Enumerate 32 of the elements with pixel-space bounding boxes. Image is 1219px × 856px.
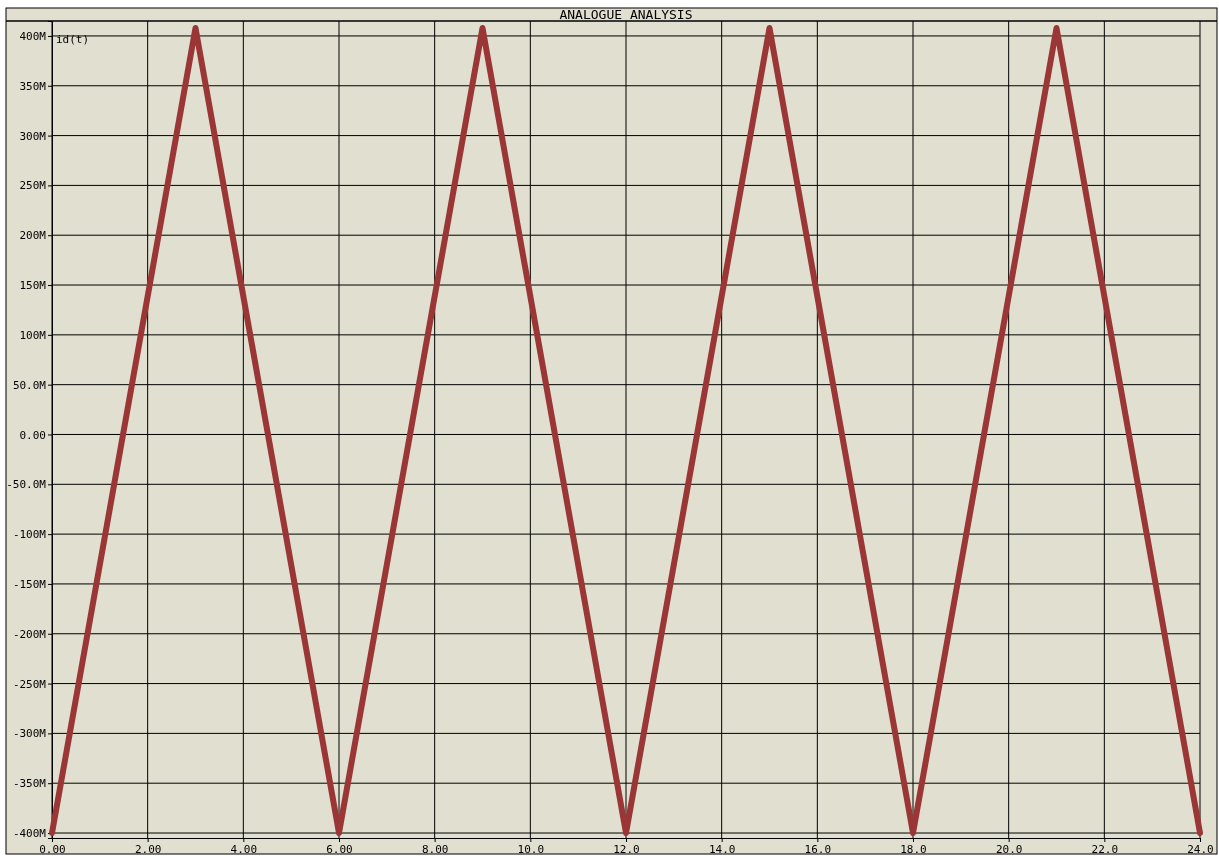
x-tick-label: 4.00 [230, 842, 258, 856]
y-tick-label: 300M [19, 129, 47, 143]
x-tick-label: 6.00 [326, 842, 353, 856]
y-tick-label: 250M [19, 179, 47, 193]
y-tick-label: -250M [12, 677, 47, 691]
x-tick-label: 2.00 [134, 842, 162, 856]
text: id(t) [56, 33, 90, 46]
y-tick-label: 100M [19, 328, 47, 342]
x-tick-label: 12.0 [613, 842, 640, 856]
chart-title: ANALOGUE ANALYSIS [559, 7, 693, 22]
y-tick-label: 200M [19, 229, 47, 243]
x-tick-label: 8.00 [421, 842, 449, 856]
x-tick-label: 20.0 [995, 842, 1023, 856]
y-tick-label: 150M [19, 279, 47, 293]
x-tick-label: 24.0 [1187, 842, 1214, 856]
y-tick-label: -50.0M [6, 478, 47, 492]
y-tick-label: 350M [19, 79, 47, 93]
y-tick-label: -400M [12, 827, 47, 841]
x-tick-label: 14.0 [708, 842, 736, 856]
x-tick-label: 10.0 [517, 842, 545, 856]
y-tick-label: 0.00 [19, 428, 46, 442]
y-tick-label: 400M [19, 29, 47, 43]
y-tick-label: -200M [12, 627, 47, 641]
y-tick-label: -300M [12, 727, 47, 741]
x-tick-label: 16.0 [804, 842, 832, 856]
y-tick-label: 50.0M [12, 378, 47, 392]
y-tick-label: -100M [12, 528, 47, 542]
y-tick-label: -150M [12, 577, 47, 591]
x-tick-label: 22.0 [1091, 842, 1119, 856]
x-tick-label: 0.00 [39, 842, 66, 856]
y-tick-label: -350M [12, 777, 47, 791]
x-tick-label: 18.0 [900, 842, 927, 856]
